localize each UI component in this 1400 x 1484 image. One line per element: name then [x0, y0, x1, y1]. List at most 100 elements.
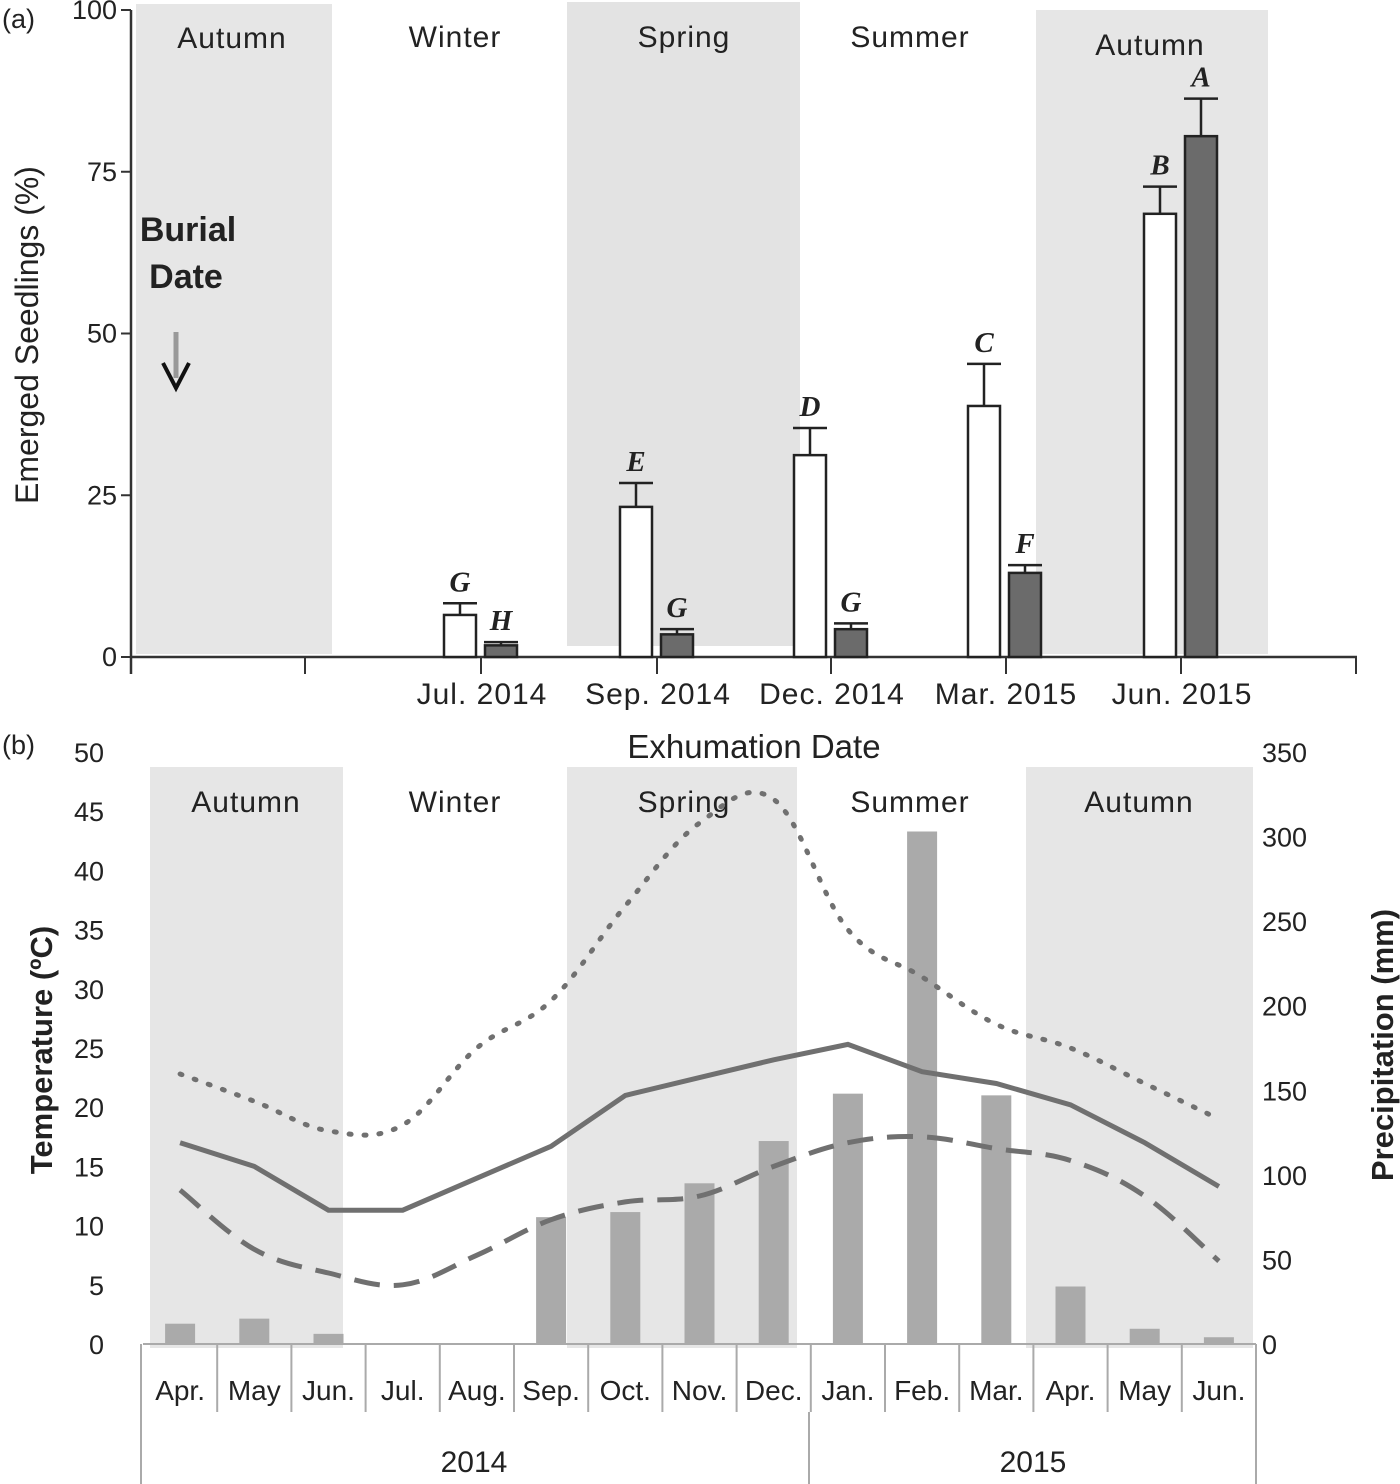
down-arrow-icon — [161, 332, 191, 393]
month-label: Aug. — [448, 1375, 506, 1406]
precipitation-bar — [758, 1141, 789, 1344]
y-tick-label-left: 35 — [74, 916, 104, 946]
panel-a-label: (a) — [2, 4, 35, 34]
month-label: Jul. — [381, 1375, 425, 1406]
season-band-spring — [567, 767, 797, 1348]
temp-min-line — [178, 1133, 1221, 1288]
y-tick-label-a: 50 — [87, 319, 117, 349]
y-tick-label-left: 0 — [89, 1330, 104, 1360]
season-label-spring: Spring — [638, 21, 731, 54]
bar-white — [792, 453, 828, 659]
season-label-summer: Summer — [850, 21, 969, 54]
season-label-summer: Summer — [850, 786, 969, 819]
y-ticks-right-b: 0 50 100 150 200 250 300 350 — [1262, 738, 1307, 1360]
panel-a-emergence-chart: (a) Autumn Winter Spring Summer Autumn 0… — [2, 0, 1357, 765]
bar-dark — [1007, 571, 1043, 659]
year-label-2015: 2015 — [1000, 1446, 1067, 1479]
y-tick-label-left: 50 — [74, 738, 104, 768]
burial-date-label-line1: Burial — [140, 211, 236, 249]
y-tick-label-left: 25 — [74, 1034, 104, 1064]
y-tick-label-right: 50 — [1262, 1245, 1292, 1275]
precipitation-bar — [832, 1093, 863, 1344]
bar-dark — [483, 644, 519, 659]
x-ticks-a — [304, 657, 1357, 674]
y-tick-label-right: 300 — [1262, 823, 1307, 853]
significance-letter: C — [974, 327, 994, 359]
month-label: Dec. — [745, 1375, 803, 1406]
temp-mean-line — [179, 1041, 1221, 1213]
month-label: Sep. — [522, 1375, 580, 1406]
month-label: Jun. — [302, 1375, 355, 1406]
season-label-spring: Spring — [638, 786, 731, 819]
month-label: May — [228, 1375, 281, 1406]
y-tick-label-a: 25 — [87, 480, 117, 510]
precipitation-bar — [1129, 1328, 1160, 1344]
bar-dark — [1183, 134, 1219, 659]
y-tick-label-right: 0 — [1262, 1330, 1277, 1360]
x-label-sep-2014: Sep. 2014 — [585, 678, 731, 711]
y-tick-label-left: 5 — [89, 1271, 104, 1301]
month-label: Jan. — [821, 1375, 874, 1406]
y-tick-label-left: 20 — [74, 1093, 104, 1123]
season-band-autumn-1 — [150, 767, 343, 1348]
y-tick-label-a: 0 — [102, 642, 117, 672]
x-label-jul-2014: Jul. 2014 — [417, 678, 548, 711]
y-axis-label-temperature: Temperature (ºC) — [24, 926, 59, 1174]
month-label: Oct. — [600, 1375, 651, 1406]
precipitation-bar — [239, 1318, 270, 1344]
panel-b-climate-chart: (b) Autumn Winter Spring Summer Autumn 0… — [2, 730, 1400, 1484]
temp-max-line — [177, 789, 1222, 1138]
y-tick-label-left: 10 — [74, 1212, 104, 1242]
precipitation-bar — [610, 1212, 641, 1344]
precipitation-bars — [165, 831, 1234, 1344]
season-band-autumn-2 — [1026, 767, 1253, 1348]
season-label-autumn-2: Autumn — [1095, 29, 1204, 62]
y-tick-label-right: 250 — [1262, 907, 1307, 937]
significance-letter: A — [1189, 62, 1210, 94]
y-tick-label-left: 40 — [74, 856, 104, 886]
significance-letter: H — [489, 605, 514, 637]
y-ticks-a: 0 25 50 75 100 — [72, 0, 131, 672]
bar-white — [442, 613, 478, 659]
month-label: Jun. — [1192, 1375, 1245, 1406]
significance-letter: G — [841, 586, 862, 618]
significance-letter: D — [799, 391, 821, 423]
x-axis-label-a: Exhumation Date — [627, 728, 880, 765]
precipitation-bar — [981, 1095, 1012, 1344]
bar-white — [1142, 212, 1178, 659]
precipitation-bar — [1055, 1286, 1086, 1344]
y-tick-label-right: 350 — [1262, 738, 1307, 768]
y-tick-label-right: 150 — [1262, 1076, 1307, 1106]
y-tick-label-left: 15 — [74, 1152, 104, 1182]
month-label: Nov. — [672, 1375, 728, 1406]
y-axis-label-a: Emerged Seedlings (%) — [9, 166, 45, 504]
significance-letter: E — [625, 446, 645, 478]
precipitation-bar — [1203, 1337, 1234, 1344]
x-labels-a: Jul. 2014 Sep. 2014 Dec. 2014 Mar. 2015 … — [417, 678, 1252, 711]
season-label-winter: Winter — [409, 21, 502, 54]
precipitation-bar — [684, 1183, 715, 1344]
season-label-autumn-1: Autumn — [177, 22, 286, 55]
y-tick-label-left: 45 — [74, 797, 104, 827]
burial-date-label-line2: Date — [149, 258, 223, 296]
season-label-winter: Winter — [409, 786, 502, 819]
bar-dark — [833, 627, 869, 659]
bar-white — [966, 404, 1002, 659]
precipitation-bar — [313, 1333, 344, 1344]
y-tick-label-a: 75 — [87, 157, 117, 187]
season-label-autumn-2: Autumn — [1084, 786, 1193, 819]
significance-letter: G — [667, 592, 688, 624]
month-label: Apr. — [155, 1375, 205, 1406]
month-label: Feb. — [894, 1375, 950, 1406]
y-tick-label-a: 100 — [72, 0, 117, 25]
y-axis-label-precipitation: Precipitation (mm) — [1365, 909, 1400, 1181]
x-label-mar-2015: Mar. 2015 — [935, 678, 1077, 711]
month-grid — [216, 1344, 1183, 1412]
year-label-2014: 2014 — [441, 1446, 508, 1479]
y-ticks-left-b: 0 5 10 15 20 25 30 35 40 45 50 — [74, 738, 104, 1360]
significance-letter: B — [1149, 150, 1169, 182]
season-label-autumn-1: Autumn — [191, 786, 300, 819]
significance-letter: G — [450, 566, 471, 598]
